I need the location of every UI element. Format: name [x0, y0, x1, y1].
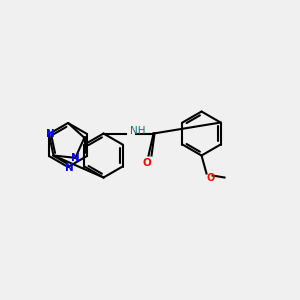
Text: O: O	[142, 158, 151, 167]
Text: N: N	[64, 163, 74, 173]
Text: NH: NH	[130, 125, 145, 136]
Text: O: O	[206, 172, 214, 182]
Text: N: N	[71, 153, 80, 163]
Text: N: N	[46, 129, 54, 139]
